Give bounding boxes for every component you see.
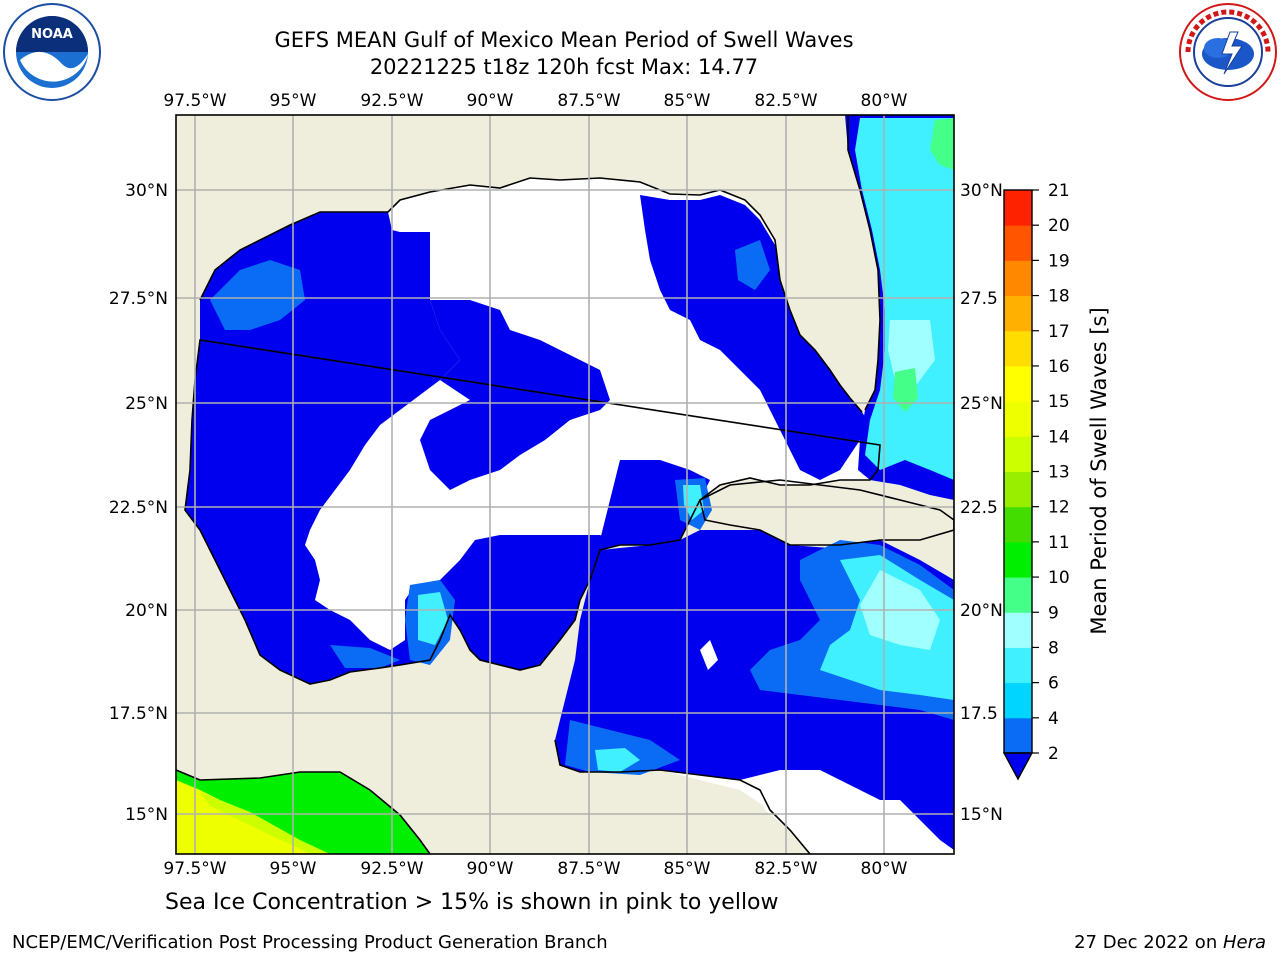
date-line: 27 Dec 2022 on Hera (1074, 932, 1266, 953)
lat-label-left: 20°N (125, 601, 168, 621)
colorbar-segment (1004, 260, 1032, 297)
lon-label-bottom: 92.5°W (360, 859, 423, 879)
colorbar-segment (1004, 717, 1032, 754)
swell-gap-2 (760, 780, 880, 840)
nws-logo (1179, 3, 1277, 101)
coastline-cuba (699, 479, 954, 546)
swell-light-patch-6 (565, 720, 680, 775)
lon-label-top: 85°W (664, 91, 711, 111)
lat-label-left: 30°N (125, 181, 168, 201)
colorbar-segment (1004, 541, 1032, 578)
swell-green-atlantic (930, 118, 954, 170)
swell-light-patch-1 (210, 260, 305, 330)
lon-label-top: 82.5°W (754, 91, 817, 111)
colorbar-segment (1004, 330, 1032, 367)
colorbar-segment (1004, 365, 1032, 402)
map-title: GEFS MEAN Gulf of Mexico Mean Period of … (274, 28, 854, 52)
colorbar-tick-label: 15 (1048, 392, 1070, 412)
colorbar-segment (1004, 612, 1032, 648)
lon-label-bottom: 97.5°W (163, 859, 226, 879)
swell-cyan-patch-6 (595, 748, 640, 772)
lon-label-top: 87.5°W (557, 91, 620, 111)
colorbar-tick-label: 4 (1048, 709, 1059, 729)
swell-cyan-patch-2 (418, 592, 448, 645)
colorbar-tick-label: 10 (1048, 568, 1070, 588)
lat-label-left: 22.5°N (109, 498, 168, 518)
lat-label-left: 17.5°N (109, 704, 168, 724)
lon-label-top: 92.5°W (360, 91, 423, 111)
colorbar-tick-label: 6 (1048, 674, 1059, 694)
lon-label-top: 80°W (861, 91, 908, 111)
colorbar-tick-label: 11 (1048, 533, 1070, 553)
lat-label-right: 15°N (960, 805, 1003, 825)
graticule (176, 115, 954, 854)
sea-ice-note: Sea Ice Concentration > 15% is shown in … (165, 890, 779, 915)
lon-label-bottom: 85°W (664, 859, 711, 879)
lon-label-bottom: 90°W (467, 859, 514, 879)
colorbar: 2 4 6 8 9 10 11 12 13 14 15 16 17 18 19 20 21 (1002, 181, 1070, 781)
swell-region-eastern-gulf (640, 195, 870, 480)
colorbar-segment (1004, 225, 1032, 261)
colorbar-segment (1004, 190, 1032, 226)
swell-cyan-atlantic (855, 118, 954, 480)
coastline-gulf (184, 177, 881, 685)
credit-line: NCEP/EMC/Verification Post Processing Pr… (12, 932, 608, 953)
swell-light-patch-4 (735, 240, 770, 290)
colorbar-segment (1004, 577, 1032, 613)
lon-label-bottom: 82.5°W (754, 859, 817, 879)
lon-label-bottom: 95°W (270, 859, 317, 879)
coastline-central-america (176, 739, 811, 854)
lon-label-bottom: 87.5°W (557, 859, 620, 879)
swell-light-patch-3 (330, 645, 400, 668)
colorbar-label: Mean Period of Swell Waves [s] (1087, 307, 1111, 634)
swell-gap-1 (700, 640, 718, 670)
lat-label-left: 25°N (125, 394, 168, 414)
colorbar-tick-label: 9 (1048, 603, 1059, 623)
swell-green-atlantic-2 (893, 368, 918, 412)
noaa-logo: NOAA (3, 3, 101, 101)
colorbar-segment (1004, 506, 1032, 543)
colorbar-tick-label: 17 (1048, 322, 1070, 342)
colorbar-segment (1004, 436, 1032, 472)
colorbar-segment (1004, 295, 1032, 332)
colorbar-tick-label: 18 (1048, 287, 1070, 307)
colorbar-segment (1004, 471, 1032, 508)
colorbar-tick-label: 19 (1048, 251, 1070, 271)
colorbar-tick-label: 20 (1048, 216, 1070, 236)
lat-label-left: 27.5°N (109, 289, 168, 309)
swell-region-central-gulf (420, 300, 610, 490)
map-frame (175, 114, 955, 855)
swell-cyan-patch-5 (683, 485, 704, 520)
coastline-florida-east (847, 115, 881, 411)
date-text: 27 Dec 2022 on (1074, 932, 1223, 953)
colorbar-tick-label: 2 (1048, 744, 1059, 764)
colorbar-tick-label: 14 (1048, 427, 1070, 447)
colorbar-segment (1004, 401, 1032, 437)
colorbar-tick-label: 13 (1048, 463, 1070, 483)
lat-label-left: 15°N (125, 805, 168, 825)
lat-label-right: 27.5 (960, 289, 998, 309)
colorbar-tick-label: 12 (1048, 498, 1070, 518)
colorbar-tick-label: 8 (1048, 638, 1059, 658)
system-name: Hera (1222, 932, 1266, 953)
pacific-swell-lime (200, 792, 330, 854)
colorbar-segment (1004, 682, 1032, 719)
lat-label-right: 25°N (960, 394, 1003, 414)
lon-label-bottom: 80°W (861, 859, 908, 879)
colorbar-segment (1004, 647, 1032, 684)
colorbar-tick-label: 21 (1048, 181, 1070, 201)
lon-label-top: 97.5°W (163, 91, 226, 111)
lon-label-top: 95°W (270, 91, 317, 111)
map-subtitle: 20221225 t18z 120h fcst Max: 14.77 (369, 55, 759, 79)
colorbar-tick-label: 16 (1048, 357, 1070, 377)
lon-label-top: 90°W (467, 91, 514, 111)
lat-label-right: 17.5 (960, 704, 998, 724)
svg-text:NOAA: NOAA (31, 27, 73, 42)
colorbar-extend-arrow (1002, 752, 1034, 781)
lat-label-right: 20°N (960, 601, 1003, 621)
lat-label-right: 30°N (960, 181, 1003, 201)
lat-label-right: 22.5 (960, 498, 998, 518)
